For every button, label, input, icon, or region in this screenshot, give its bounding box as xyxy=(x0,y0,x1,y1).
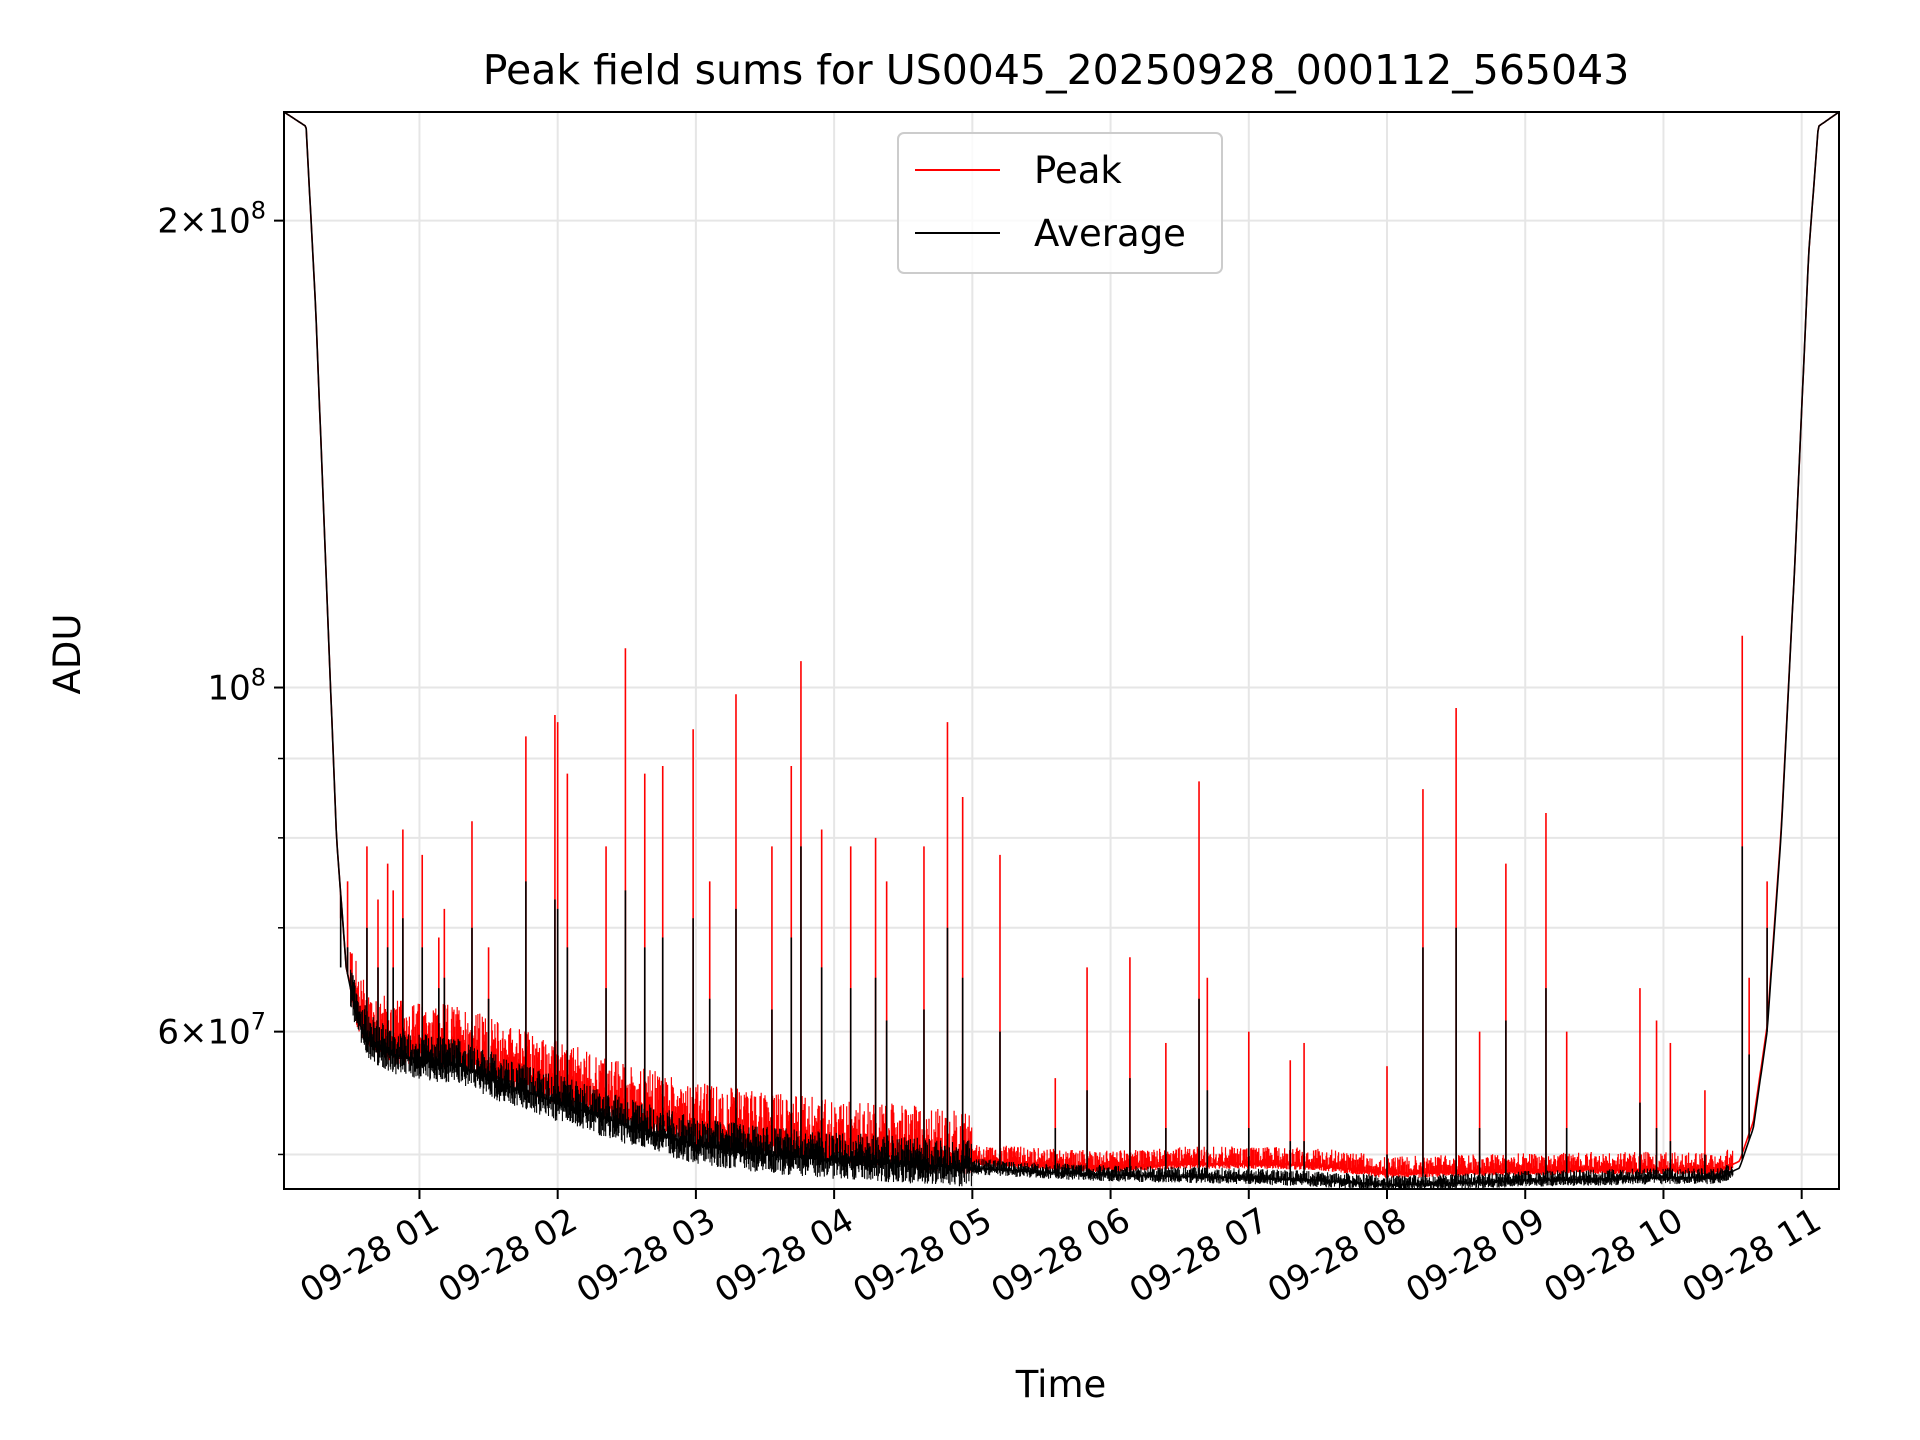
average-series-noise xyxy=(350,969,1734,1189)
plot-area-frame xyxy=(283,111,1840,1190)
legend-box xyxy=(897,132,1223,274)
legend-average-label: Average xyxy=(1034,212,1186,255)
legend: Peak Average xyxy=(897,132,1223,274)
x-axis-label: Time xyxy=(1015,1363,1107,1406)
chart-title: Peak field sums for US0045_20250928_0001… xyxy=(483,46,1630,94)
spike-layer xyxy=(339,635,1768,1185)
series-layer xyxy=(284,112,1839,1189)
legend-peak-label: Peak xyxy=(1034,149,1122,192)
y-tick-label: 6×107 xyxy=(157,1008,266,1053)
y-tick-label: 108 xyxy=(207,664,266,709)
y-axis: 6×107 108 2×108 xyxy=(157,197,284,1156)
y-axis-label: ADU xyxy=(46,614,89,695)
y-tick-label: 2×108 xyxy=(157,197,266,242)
